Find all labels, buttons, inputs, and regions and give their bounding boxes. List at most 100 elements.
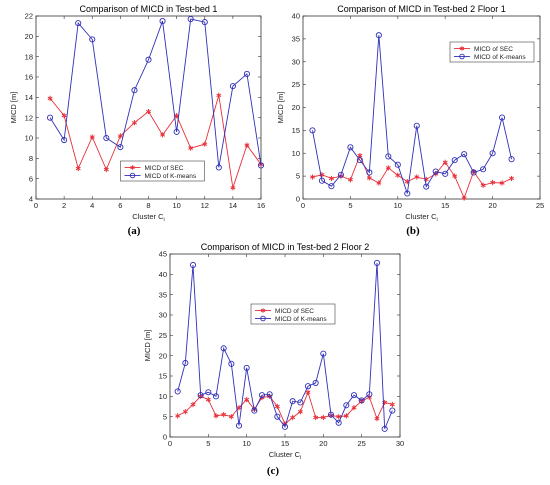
- y-tick-label: 8: [29, 154, 33, 163]
- data-point: [366, 391, 373, 398]
- legend-box: [250, 303, 336, 325]
- data-point: [189, 261, 197, 269]
- data-point: [212, 393, 220, 400]
- data-point: [356, 157, 363, 164]
- data-point: [385, 165, 391, 171]
- data-point: [452, 173, 458, 179]
- x-tick-label: 5: [206, 439, 210, 448]
- y-tick-label: 20: [25, 32, 33, 41]
- plot-area: [169, 253, 401, 438]
- x-tick-label: 25: [357, 439, 365, 448]
- x-tick-label: 5: [348, 201, 352, 210]
- data-point: [182, 409, 188, 415]
- data-point: [103, 134, 110, 142]
- chart-title: Comparison of MICD in Test-bed 2 Floor 2: [201, 242, 369, 252]
- data-point: [235, 422, 243, 429]
- series-kmeans: [47, 15, 265, 171]
- y-axis-label: MICD [m]: [9, 92, 18, 124]
- data-point: [305, 389, 311, 395]
- x-axis-label: Cluster Ci: [405, 212, 438, 223]
- data-point: [375, 32, 382, 39]
- panel-label: (c): [267, 465, 280, 477]
- data-point: [190, 401, 196, 408]
- data-point: [358, 397, 365, 404]
- data-point: [309, 174, 315, 180]
- data-point: [47, 114, 54, 121]
- x-tick-label: 14: [229, 201, 237, 210]
- data-point: [394, 161, 401, 168]
- data-point: [251, 407, 258, 414]
- data-point: [89, 36, 96, 43]
- series-line: [49, 18, 262, 168]
- data-point: [366, 169, 373, 176]
- data-point: [350, 392, 358, 399]
- x-tick-label: 4: [90, 201, 94, 210]
- data-point: [499, 180, 505, 186]
- data-point: [220, 345, 227, 352]
- data-point: [327, 411, 335, 418]
- data-point: [499, 114, 506, 121]
- legend-swatch-marker: [459, 46, 465, 51]
- legend-swatch-marker: [260, 308, 266, 313]
- legend-swatch-marker: [130, 165, 135, 170]
- y-tick-label: 4: [29, 195, 33, 204]
- data-point: [335, 419, 342, 426]
- x-tick-label: 30: [396, 439, 404, 448]
- data-point: [201, 19, 208, 26]
- data-point: [470, 169, 477, 176]
- y-tick-label: 18: [25, 52, 33, 61]
- y-tick-label: 10: [25, 134, 33, 143]
- data-point: [432, 168, 439, 175]
- data-point: [205, 396, 211, 403]
- x-tick-label: 25: [536, 201, 544, 210]
- data-point: [244, 142, 250, 148]
- data-point: [228, 414, 234, 420]
- data-point: [508, 156, 515, 163]
- y-tick-label: 20: [159, 351, 167, 360]
- data-point: [376, 180, 382, 186]
- data-point: [257, 162, 265, 169]
- data-point: [337, 171, 344, 178]
- x-tick-label: 12: [201, 201, 209, 210]
- legend-entry: MICD of K-means: [124, 172, 197, 180]
- data-point: [145, 108, 152, 115]
- y-tick-label: 16: [25, 73, 33, 82]
- y-tick-label: 25: [159, 331, 167, 340]
- legend-label: MICD of K-means: [145, 173, 197, 180]
- data-point: [395, 172, 401, 178]
- data-point: [61, 113, 67, 119]
- data-point: [343, 413, 349, 419]
- data-point: [131, 87, 138, 94]
- data-point: [461, 195, 467, 201]
- x-tick-label: 0: [301, 201, 305, 210]
- y-tick-label: 0: [296, 195, 300, 204]
- data-point: [313, 414, 319, 421]
- y-tick-label: 0: [163, 433, 167, 442]
- y-tick-label: 5: [163, 412, 167, 421]
- y-tick-label: 5: [296, 172, 300, 181]
- data-point: [320, 350, 327, 357]
- y-tick-label: 35: [292, 34, 300, 43]
- y-axis-label: MICD [m]: [143, 330, 152, 362]
- series-sec: [309, 152, 515, 201]
- y-tick-label: 6: [29, 174, 33, 183]
- data-point: [320, 414, 326, 421]
- data-point: [175, 413, 181, 419]
- data-point: [385, 153, 392, 160]
- y-tick-label: 10: [159, 392, 167, 401]
- x-tick-label: 6: [118, 201, 122, 210]
- legend-entry: MICD of SEC: [124, 165, 184, 172]
- data-point: [117, 144, 124, 151]
- legend-swatch-marker: [260, 315, 266, 322]
- legend-entry: MICD of K-means: [255, 315, 327, 323]
- y-axis-label: MICD [m]: [276, 92, 285, 124]
- data-point: [343, 402, 350, 409]
- legend-label: MICD of SEC: [275, 308, 314, 315]
- x-tick-label: 10: [172, 201, 180, 210]
- data-point: [489, 150, 496, 157]
- data-point: [328, 175, 334, 182]
- data-point: [414, 174, 420, 180]
- data-point: [221, 412, 227, 418]
